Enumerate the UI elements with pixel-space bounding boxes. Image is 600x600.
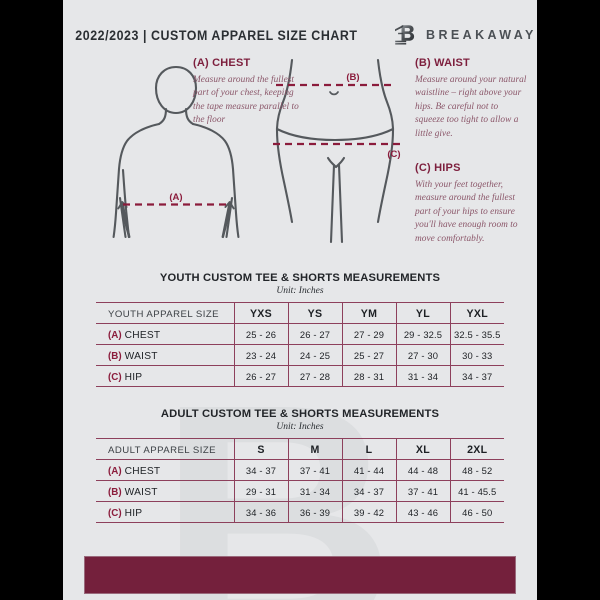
- adult-hip-m: 36 - 39: [288, 501, 343, 523]
- youth-chest-yl: 29 - 32.5: [396, 323, 451, 345]
- adult-waist-m: 31 - 34: [288, 480, 343, 502]
- measurement-diagram: (A) (B) (C) (A) CHEST Measure around the…: [63, 52, 537, 264]
- adult-waist-2xl: 41 - 45.5: [450, 480, 504, 502]
- adult-row-label-hip: (C) HIP: [96, 501, 235, 523]
- adult-chest-xl: 44 - 48: [396, 459, 451, 481]
- table-row: (C) HIP 26 - 27 27 - 28 28 - 31 31 - 34 3…: [96, 365, 504, 387]
- youth-waist-ys: 24 - 25: [288, 344, 343, 366]
- adult-label-header-cell: ADULT APPAREL SIZE: [96, 438, 235, 460]
- adult-hip-2xl: 46 - 50: [450, 501, 504, 523]
- youth-size-table: YOUTH APPAREL SIZE YXS YS YM YL YXL (A) C…: [96, 302, 504, 387]
- youth-size-header-ym: YM: [342, 302, 397, 324]
- adult-size-header-2xl: 2XL: [450, 438, 504, 460]
- callout-waist-heading: (B) WAIST: [415, 57, 470, 69]
- callout-chest-body: Measure around the fullest part of your …: [193, 75, 299, 126]
- adult-table-unit: Unit: Inches: [276, 422, 324, 432]
- youth-hip-ys: 27 - 28: [288, 365, 343, 387]
- body-figures-illustration: (A) (B) (C): [112, 58, 401, 244]
- youth-table-unit: Unit: Inches: [276, 286, 324, 296]
- youth-size-header-yl: YL: [396, 302, 451, 324]
- table-row: (A) CHEST 34 - 37 37 - 41 41 - 44 44 - 48…: [96, 459, 504, 481]
- adult-size-header-m: M: [288, 438, 343, 460]
- callout-waist: (B) WAIST Measure around your natural wa…: [415, 57, 527, 141]
- callout-hips-heading: (C) HIPS: [415, 162, 461, 174]
- youth-chest-yxl: 32.5 - 35.5: [450, 323, 504, 345]
- table-row: (B) WAIST 29 - 31 31 - 34 34 - 37 37 - 41…: [96, 480, 504, 502]
- youth-label-header-cell: YOUTH APPAREL SIZE: [96, 302, 235, 324]
- brand-logo: BREAKAWAY: [392, 22, 537, 48]
- adult-table-title: ADULT CUSTOM TEE & SHORTS MEASUREMENTS: [160, 408, 440, 420]
- adult-waist-l: 34 - 37: [342, 480, 397, 502]
- youth-measurements-section: YOUTH CUSTOM TEE & SHORTS MEASUREMENTS U…: [96, 272, 504, 387]
- size-chart-page: B 2022/2023 | CUSTOM APPAREL SIZE CHART: [63, 0, 537, 600]
- adult-row-label-waist: (B) WAIST: [96, 480, 235, 502]
- table-row: (A) CHEST 25 - 26 26 - 27 27 - 29 29 - 32…: [96, 323, 504, 345]
- callout-chest: (A) CHEST Measure around the fullest par…: [193, 57, 303, 128]
- brand-name: BREAKAWAY: [426, 28, 537, 42]
- page-header: 2022/2023 | CUSTOM APPAREL SIZE CHART BR…: [63, 20, 537, 50]
- adult-hip-s: 34 - 36: [234, 501, 289, 523]
- footer-bar: [84, 556, 516, 594]
- breakaway-b-logo-icon: [395, 25, 415, 45]
- adult-measurements-section: ADULT CUSTOM TEE & SHORTS MEASUREMENTS U…: [96, 408, 504, 523]
- adult-waist-s: 29 - 31: [234, 480, 289, 502]
- youth-chest-ym: 27 - 29: [342, 323, 397, 345]
- adult-size-table: ADULT APPAREL SIZE S M L XL 2XL (A) CHEST…: [96, 438, 504, 523]
- youth-hip-yxs: 26 - 27: [234, 365, 289, 387]
- adult-chest-s: 34 - 37: [234, 459, 289, 481]
- table-row: (B) WAIST 23 - 24 24 - 25 25 - 27 27 - 30…: [96, 344, 504, 366]
- youth-hip-yxl: 34 - 37: [450, 365, 504, 387]
- hips-marker-label: (C): [387, 149, 400, 160]
- adult-hip-xl: 43 - 46: [396, 501, 451, 523]
- youth-hip-yl: 31 - 34: [396, 365, 451, 387]
- youth-waist-yxs: 23 - 24: [234, 344, 289, 366]
- youth-row-label-chest: (A) CHEST: [96, 323, 235, 345]
- callout-waist-body: Measure around your natural waistline – …: [415, 75, 527, 139]
- chest-marker-label: (A): [169, 192, 182, 203]
- youth-size-header-yxl: YXL: [450, 302, 504, 324]
- adult-size-header-l: L: [342, 438, 397, 460]
- youth-waist-yl: 27 - 30: [396, 344, 451, 366]
- adult-chest-l: 41 - 44: [342, 459, 397, 481]
- callout-chest-heading: (A) CHEST: [193, 57, 251, 69]
- youth-hip-ym: 28 - 31: [342, 365, 397, 387]
- youth-chest-yxs: 25 - 26: [234, 323, 289, 345]
- adult-hip-l: 39 - 42: [342, 501, 397, 523]
- callout-hips-body: With your feet together, measure around …: [415, 180, 518, 244]
- youth-chest-ys: 26 - 27: [288, 323, 343, 345]
- youth-waist-yxl: 30 - 33: [450, 344, 504, 366]
- adult-waist-xl: 37 - 41: [396, 480, 451, 502]
- adult-size-header-s: S: [234, 438, 289, 460]
- youth-row-label-hip: (C) HIP: [96, 365, 235, 387]
- callout-hips: (C) HIPS With your feet together, measur…: [415, 162, 529, 246]
- adult-row-label-chest: (A) CHEST: [96, 459, 235, 481]
- table-header-row: YOUTH APPAREL SIZE YXS YS YM YL YXL: [96, 302, 504, 324]
- adult-size-header-xl: XL: [396, 438, 451, 460]
- adult-chest-2xl: 48 - 52: [450, 459, 504, 481]
- youth-waist-ym: 25 - 27: [342, 344, 397, 366]
- adult-chest-m: 37 - 41: [288, 459, 343, 481]
- table-header-row: ADULT APPAREL SIZE S M L XL 2XL: [96, 438, 504, 460]
- youth-table-title: YOUTH CUSTOM TEE & SHORTS MEASUREMENTS: [159, 272, 441, 284]
- waist-marker-label: (B): [346, 72, 359, 83]
- youth-row-label-waist: (B) WAIST: [96, 344, 235, 366]
- youth-size-header-ys: YS: [288, 302, 343, 324]
- youth-size-header-yxs: YXS: [234, 302, 289, 324]
- table-row: (C) HIP 34 - 36 36 - 39 39 - 42 43 - 46 4…: [96, 501, 504, 523]
- page-title: 2022/2023 | CUSTOM APPAREL SIZE CHART: [75, 27, 358, 43]
